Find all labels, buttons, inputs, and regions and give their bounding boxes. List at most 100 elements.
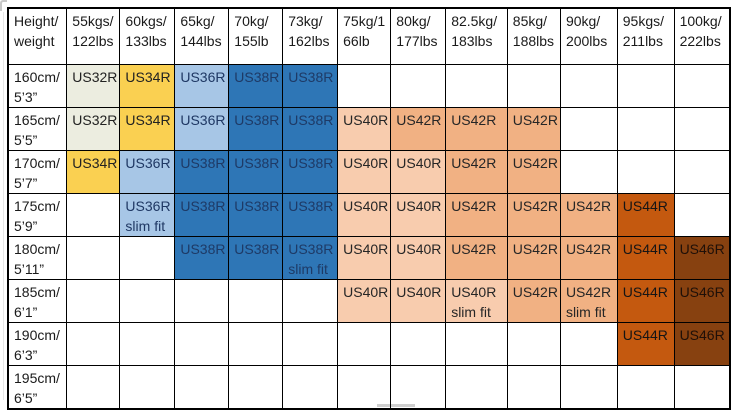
size-cell: US38R <box>228 106 284 151</box>
size-cell: US36R <box>174 63 230 108</box>
table-row: 170cm/ 5’7” US34R US36R US38R US38R US38R US40… <box>7 149 731 194</box>
table-row: 195cm/ 6’5” <box>7 364 731 409</box>
empty-cell <box>673 192 731 237</box>
height-cell: 170cm/ 5’7” <box>7 149 68 194</box>
header-cell-height-weight: Height/ weight <box>7 7 68 65</box>
size-cell: US36R slim fit <box>119 192 176 237</box>
empty-cell <box>390 364 447 409</box>
empty-cell <box>119 235 176 280</box>
header-cell: 75kg/1 66lb <box>337 7 392 65</box>
empty-cell <box>66 364 121 409</box>
size-cell: US42R <box>506 192 561 237</box>
height-cell: 165cm/ 5’5” <box>7 106 68 151</box>
empty-cell <box>174 278 230 323</box>
header-cell: 60kgs/ 133lbs <box>119 7 176 65</box>
size-cell: US46R <box>673 278 731 323</box>
crop-artifact-top-left <box>0 0 7 11</box>
empty-cell <box>66 321 121 366</box>
size-cell: US34R <box>119 63 176 108</box>
size-cell: US38R <box>228 149 284 194</box>
empty-cell <box>66 192 121 237</box>
size-cell: US38R <box>282 106 339 151</box>
size-cell: US38R <box>282 192 339 237</box>
header-cell: 95kgs/ 211lbs <box>616 7 675 65</box>
table-row: 165cm/ 5’5” US32R US34R US36R US38R US38R US40… <box>7 106 731 151</box>
empty-cell <box>337 321 392 366</box>
empty-cell <box>445 364 508 409</box>
size-cell: US34R <box>66 149 121 194</box>
size-cell: US38R <box>174 149 230 194</box>
size-cell: US32R <box>66 63 121 108</box>
empty-cell <box>228 278 284 323</box>
height-cell: 190cm/ 6’3” <box>7 321 68 366</box>
empty-cell <box>616 106 675 151</box>
size-cell: US44R <box>616 321 675 366</box>
size-cell: US42R <box>445 106 508 151</box>
empty-cell <box>337 63 392 108</box>
empty-cell <box>559 106 618 151</box>
size-cell: US42R <box>445 149 508 194</box>
header-cell: 85kg/ 188lbs <box>506 7 561 65</box>
empty-cell <box>559 149 618 194</box>
height-cell: 160cm/ 5’3” <box>7 63 68 108</box>
size-cell: US44R <box>616 278 675 323</box>
size-cell: US42R <box>506 106 561 151</box>
empty-cell <box>282 321 339 366</box>
empty-cell <box>228 321 284 366</box>
empty-cell <box>119 364 176 409</box>
size-cell: US42R <box>445 192 508 237</box>
empty-cell <box>673 106 731 151</box>
size-cell: US40R <box>337 192 392 237</box>
size-cell: US44R <box>616 192 675 237</box>
header-cell: 82.5kg/ 183lbs <box>445 7 508 65</box>
size-cell: US44R <box>616 235 675 280</box>
size-cell: US36R <box>174 106 230 151</box>
header-cell: 70kg/ 155lb <box>228 7 284 65</box>
size-cell: US38R <box>174 192 230 237</box>
empty-cell <box>66 235 121 280</box>
height-cell: 185cm/ 6’1” <box>7 278 68 323</box>
size-cell: US42R <box>390 106 447 151</box>
empty-cell <box>282 278 339 323</box>
table-row: 175cm/ 5’9” US36R slim fit US38R US38R US38R… <box>7 192 731 237</box>
header-cell: 65kg/ 144lbs <box>174 7 230 65</box>
empty-cell <box>174 364 230 409</box>
empty-cell <box>673 364 731 409</box>
header-cell: 100kg/ 222lbs <box>673 7 731 65</box>
size-cell: US40R <box>390 149 447 194</box>
size-cell: US40R <box>337 235 392 280</box>
empty-cell <box>282 364 339 409</box>
header-row: Height/ weight 55kgs/ 122lbs 60kgs/ 133lbs… <box>7 7 731 65</box>
header-cell: 90kg/ 200lbs <box>559 7 618 65</box>
size-cell: US38R <box>228 63 284 108</box>
size-cell: US36R <box>119 149 176 194</box>
size-cell: US40R <box>337 106 392 151</box>
size-cell: US46R <box>673 235 731 280</box>
empty-cell <box>119 278 176 323</box>
size-cell: US38R <box>174 235 230 280</box>
empty-cell <box>506 321 561 366</box>
empty-cell <box>66 278 121 323</box>
size-cell: US42R <box>506 278 561 323</box>
size-cell: US42R <box>445 235 508 280</box>
empty-cell <box>506 364 561 409</box>
header-cell: 55kgs/ 122lbs <box>66 7 121 65</box>
size-cell: US38R <box>228 192 284 237</box>
empty-cell <box>506 63 561 108</box>
empty-cell <box>559 321 618 366</box>
empty-cell <box>390 63 447 108</box>
empty-cell <box>673 149 731 194</box>
table-row: 185cm/ 6’1” US40R US40R US40R slim fit US42R… <box>7 278 731 323</box>
size-chart-table: Height/ weight 55kgs/ 122lbs 60kgs/ 133lbs… <box>7 7 731 410</box>
size-cell: US42R <box>559 235 618 280</box>
empty-cell <box>445 321 508 366</box>
empty-cell <box>228 364 284 409</box>
size-cell: US38R <box>282 63 339 108</box>
height-cell: 195cm/ 6’5” <box>7 364 68 409</box>
empty-cell <box>559 63 618 108</box>
size-cell: US42R <box>506 235 561 280</box>
size-cell: US40R <box>390 192 447 237</box>
empty-cell <box>616 149 675 194</box>
empty-cell <box>390 321 447 366</box>
size-cell: US34R <box>119 106 176 151</box>
